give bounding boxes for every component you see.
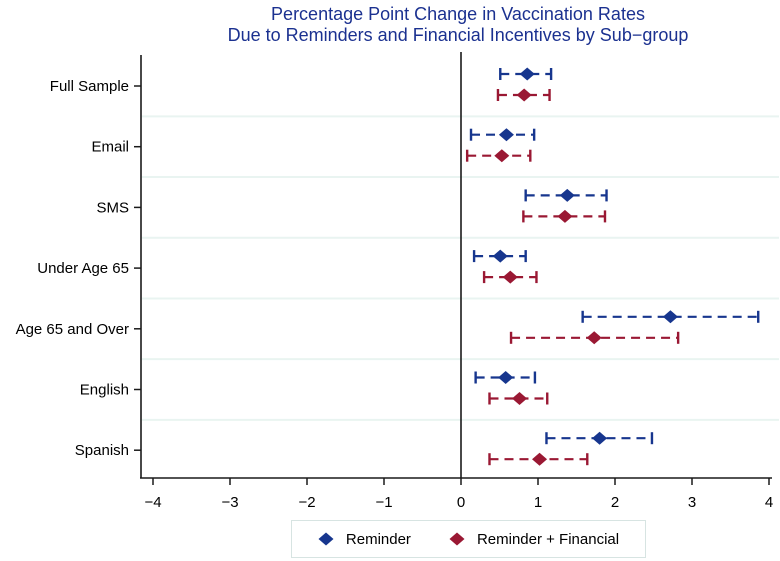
legend-item-reminder-financial: Reminder + Financial — [449, 531, 619, 548]
reminder-diamond-marker — [662, 310, 678, 324]
reminder-financial-diamond-marker — [502, 270, 518, 284]
category-label: Full Sample — [50, 78, 129, 95]
x-tick-label: −4 — [144, 494, 161, 511]
reminder-diamond-marker — [519, 67, 535, 81]
legend-label: Reminder + Financial — [476, 530, 620, 548]
x-tick-label: 2 — [611, 494, 619, 511]
x-tick-label: 0 — [457, 494, 465, 511]
x-tick-label: 3 — [688, 494, 696, 511]
reminder-financial-diamond-marker — [586, 331, 602, 345]
reminder-diamond-marker — [498, 128, 514, 142]
x-tick-label: −1 — [375, 494, 392, 511]
reminder-financial-diamond-marker — [494, 149, 510, 163]
category-label: Spanish — [75, 442, 129, 459]
legend-label: Reminder — [345, 530, 411, 548]
x-tick-label: 4 — [765, 494, 773, 511]
reminder-financial-diamond-marker — [532, 452, 548, 466]
category-label: English — [80, 382, 129, 399]
category-label: Under Age 65 — [37, 260, 129, 277]
chart-title-line1: Percentage Point Change in Vaccination R… — [271, 4, 645, 24]
chart-title: Percentage Point Change in Vaccination R… — [133, 4, 780, 46]
reminder-diamond-marker — [559, 188, 575, 202]
reminder-diamond-icon — [318, 532, 334, 546]
legend: Reminder Reminder + Financial — [291, 520, 646, 558]
chart-title-line2: Due to Reminders and Financial Incentive… — [227, 25, 689, 45]
x-tick-label: 1 — [534, 494, 542, 511]
reminder-diamond-marker — [592, 431, 608, 445]
category-label: SMS — [96, 199, 129, 216]
category-label: Age 65 and Over — [16, 321, 129, 338]
x-tick-label: −3 — [221, 494, 238, 511]
legend-item-reminder: Reminder — [318, 531, 411, 548]
reminder-financial-diamond-marker — [512, 392, 528, 405]
reminder-diamond-marker — [492, 249, 508, 263]
reminder-financial-diamond-icon — [449, 532, 465, 546]
category-label: Email — [91, 139, 129, 156]
reminder-diamond-marker — [498, 371, 514, 384]
reminder-financial-diamond-marker — [557, 209, 573, 223]
x-tick-label: −2 — [298, 494, 315, 511]
reminder-financial-diamond-marker — [516, 88, 532, 102]
